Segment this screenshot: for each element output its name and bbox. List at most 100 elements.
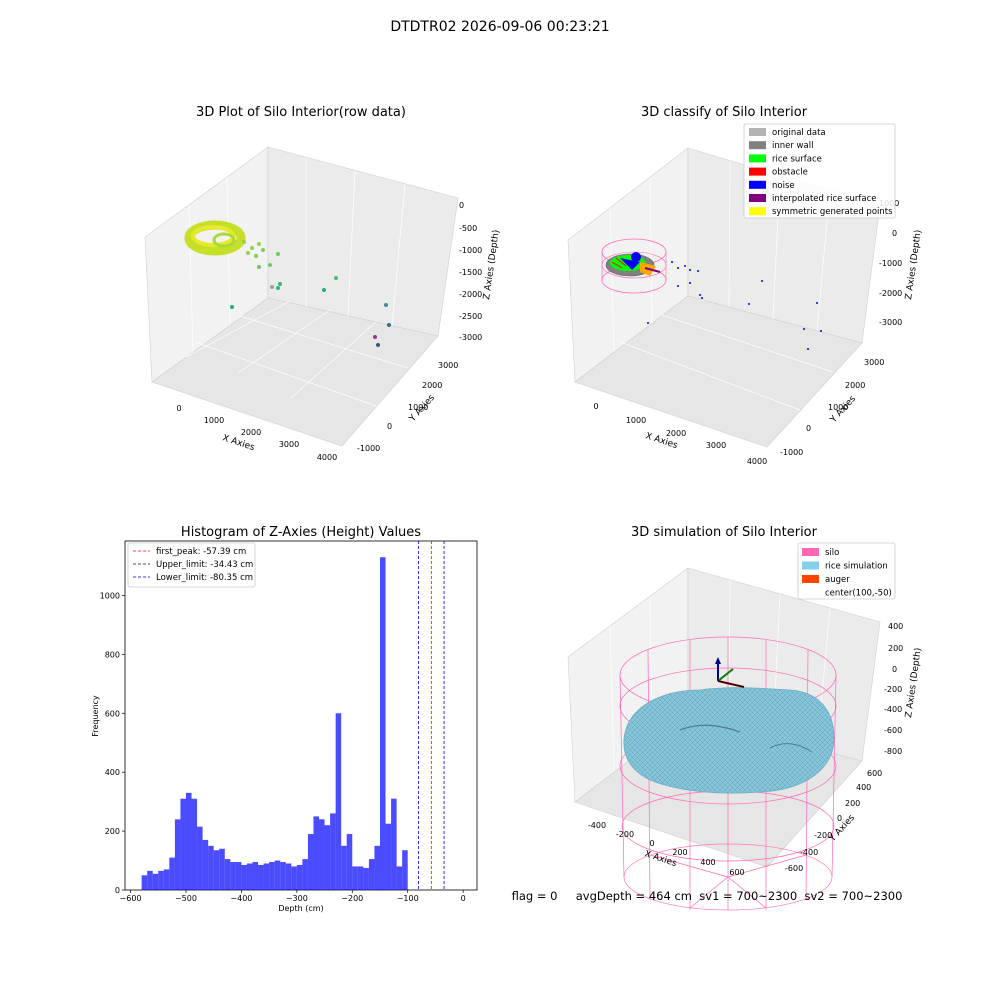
point [276, 286, 280, 290]
point [689, 282, 691, 284]
histogram-bar [357, 866, 364, 890]
histogram-bars [141, 557, 408, 890]
legend-swatch [802, 575, 819, 583]
histogram-bar [396, 866, 403, 890]
tick-label: 0 [387, 422, 392, 431]
histogram-bar [163, 869, 170, 890]
legend-label: original data [772, 128, 826, 138]
tick-label: -1000 [780, 448, 803, 457]
tick-label: 2000 [666, 429, 686, 438]
tick-label: -2000 [459, 290, 482, 299]
tick-label: 3000 [864, 358, 884, 367]
histogram-bar [280, 862, 286, 890]
point [246, 251, 250, 255]
tick-label: 800 [105, 650, 120, 659]
legend-swatch [749, 207, 766, 216]
histogram-bar [274, 860, 281, 890]
histogram-xlabel: Depth (cm) [278, 904, 323, 913]
point [276, 252, 280, 256]
tick-label: -200 [884, 685, 902, 694]
tick-label: −100 [397, 894, 419, 903]
point [250, 246, 254, 250]
legend-label: inner wall [772, 141, 813, 151]
tick-label: 600 [867, 769, 882, 778]
legend-label: Upper_limit: -34.43 cm [156, 560, 253, 570]
histogram-bar [307, 834, 314, 890]
tick-label: −300 [286, 894, 308, 903]
legend-label: center(100,-50) [825, 589, 892, 599]
tick-label: -1500 [459, 268, 482, 277]
tick-label: -3000 [459, 333, 482, 342]
histogram-yticks: 0 200 400 600 800 1000 [100, 591, 125, 895]
panel4-zticks: 400 200 0 -200 -400 -600 -800 [884, 622, 903, 756]
panel-histogram: Histogram of Z-Axies (Height) Values −60… [91, 525, 478, 913]
tick-label: 1000 [204, 416, 224, 425]
histogram-bar [191, 798, 198, 890]
tick-label: 4000 [747, 457, 767, 466]
legend-swatch [749, 194, 766, 202]
panel-raw-3d: 3D Plot of Silo Interior(row data) [144, 105, 502, 462]
panel1-grid [185, 158, 409, 407]
tick-label: -1000 [459, 246, 482, 255]
panel1-yticks: -1000 0 1000 2000 3000 [357, 361, 458, 453]
histogram-bar [235, 862, 242, 890]
tick-label: 3000 [706, 441, 726, 450]
center-axes-marker [715, 657, 745, 688]
tick-label: 400 [700, 858, 715, 867]
histogram-xticks: −600 −500 −400 −300 −200 −100 0 [120, 890, 466, 903]
panel3-title: Histogram of Z-Axies (Height) Values [181, 525, 421, 540]
legend-label: auger [825, 575, 850, 585]
panel1-floor [151, 297, 439, 447]
legend-swatch [802, 548, 819, 556]
legend-label: noise [772, 181, 795, 191]
tick-label: 200 [672, 848, 687, 857]
histogram-bar [352, 866, 358, 890]
histogram-bar [391, 798, 397, 890]
panel4-xticks: -400 -200 0 200 400 600 [588, 821, 745, 877]
histogram-legend-items: first_peak: -57.39 cm Upper_limit: -34.43… [133, 547, 253, 583]
tick-label: 200 [105, 827, 120, 836]
panel2-legend-items: original data inner wall rice surface obsta… [749, 128, 893, 217]
legend-swatch [802, 561, 819, 570]
histogram-bar [252, 862, 259, 890]
panel-classify-3d: 3D classify of Silo Interior [567, 105, 924, 466]
legend-swatch [749, 154, 766, 163]
tick-label: 0 [892, 665, 897, 674]
panel4-zlabel: Z Axies (Depth) [904, 647, 924, 718]
histogram-bar [346, 834, 353, 890]
point [820, 330, 822, 332]
tick-label: 600 [729, 868, 744, 877]
tick-label: 0 [837, 814, 842, 823]
suptitle: DTDTR02 2026-09-06 00:23:21 [390, 19, 609, 35]
tick-label: -400 [800, 848, 818, 857]
histogram-bar [185, 792, 192, 890]
legend-label: first_peak: -57.39 cm [156, 547, 246, 557]
histogram-bar [302, 859, 308, 890]
rice-simulation-surface [623, 687, 835, 794]
panel-simulation-3d: 3D simulation of Silo Interior [567, 525, 924, 911]
legend-swatch [749, 180, 766, 189]
histogram-bar [324, 825, 331, 890]
tick-label: 1000 [626, 416, 646, 425]
histogram-reference-lines [418, 541, 445, 890]
legend-label: rice simulation [825, 562, 888, 572]
panel4-yticks: -600 -400 -200 0 200 400 600 [785, 769, 882, 873]
panel4-legend-items: silo rice simulation auger center(100,-50) [802, 548, 892, 599]
point [278, 282, 282, 286]
histogram-bar [174, 819, 181, 890]
point [322, 288, 326, 292]
tick-label: −600 [120, 894, 142, 903]
legend-label: interpolated rice surface [772, 194, 877, 204]
tick-label: 1000 [828, 403, 848, 412]
tick-label: 2000 [241, 428, 261, 437]
tick-label: 2000 [845, 381, 865, 390]
tick-label: -200 [616, 830, 634, 839]
legend-label: Lower_limit: -80.35 cm [156, 573, 253, 583]
tick-label: 3000 [438, 361, 458, 370]
tick-label: 0 [649, 839, 654, 848]
point [748, 303, 750, 305]
histogram-bar [374, 845, 380, 890]
histogram-bar [213, 850, 220, 890]
point [384, 303, 388, 307]
histogram-bar [241, 864, 247, 890]
